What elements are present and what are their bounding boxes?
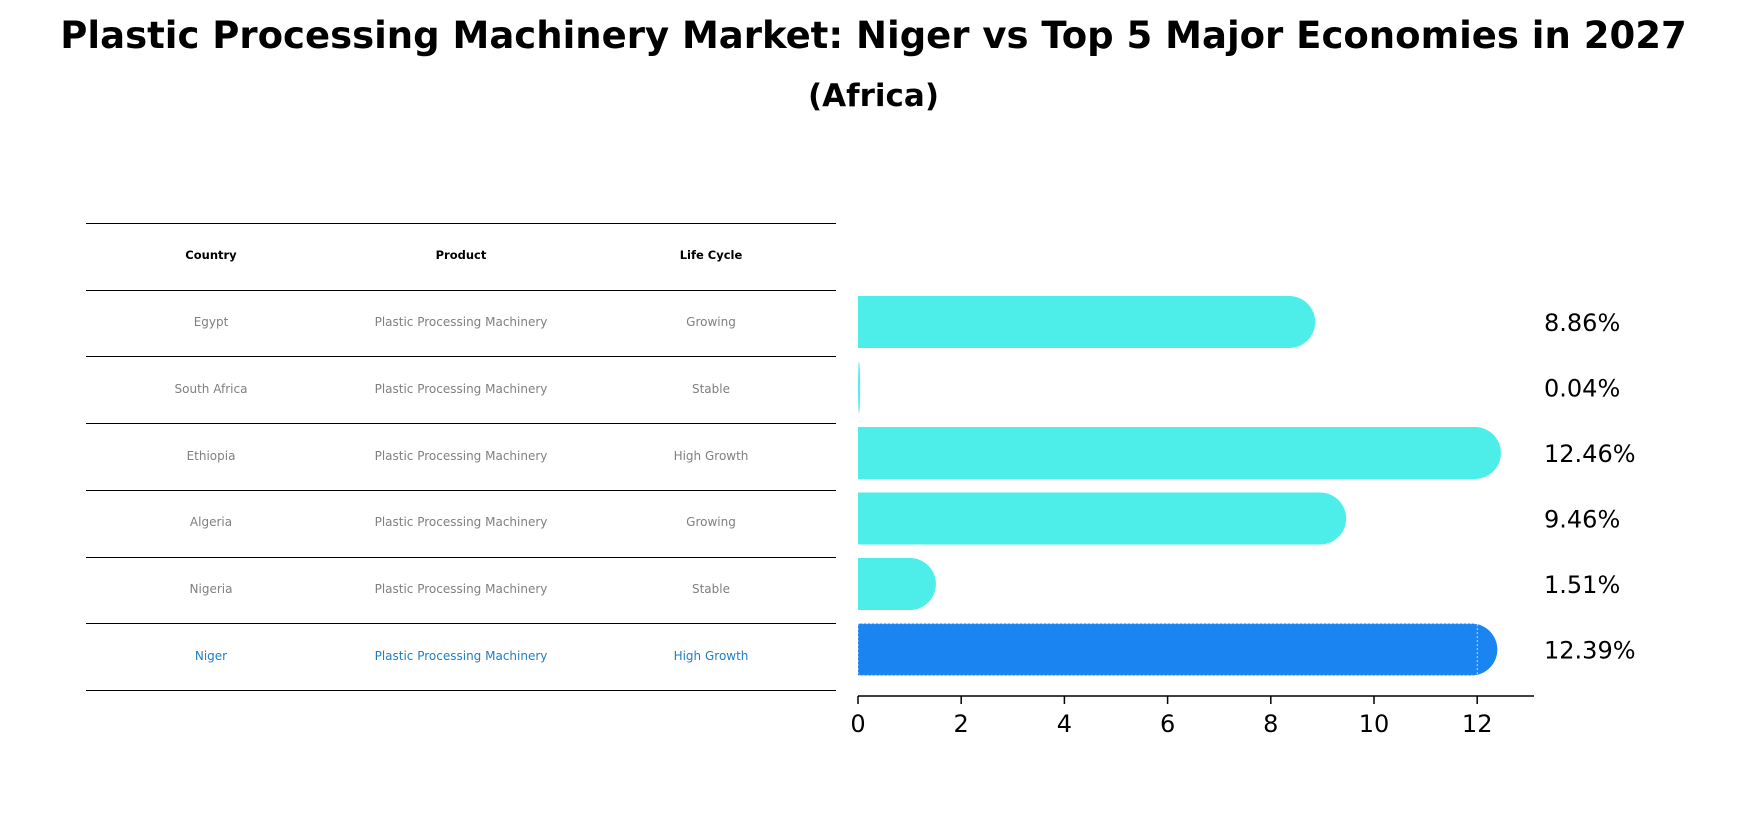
row-product: Plastic Processing Machinery <box>374 382 548 396</box>
row-product: Plastic Processing Machinery <box>374 515 548 529</box>
table-rule <box>86 356 836 357</box>
bar-body <box>858 623 1472 676</box>
chart-title: Plastic Processing Machinery Market: Nig… <box>60 14 1687 57</box>
bar-highlight-outline <box>857 622 1478 677</box>
value-label: 12.46% <box>1544 440 1636 468</box>
table-rule <box>86 490 836 491</box>
x-tick-label: 2 <box>954 710 969 738</box>
table-rule <box>86 223 836 224</box>
value-label: 1.51% <box>1544 571 1620 599</box>
table-rule <box>86 623 836 624</box>
row-product-highlight: Plastic Processing Machinery <box>374 649 548 663</box>
row-product: Plastic Processing Machinery <box>374 449 548 463</box>
row-country: South Africa <box>174 382 248 396</box>
row-life-cycle: Growing <box>686 315 736 329</box>
row-life-cycle-highlight: High Growth <box>673 649 749 663</box>
bar-south-africa <box>858 361 861 414</box>
header-life-cycle: Life Cycle <box>679 248 743 262</box>
row-product: Plastic Processing Machinery <box>374 315 548 329</box>
row-country: Ethiopia <box>186 449 236 463</box>
row-country: Algeria <box>189 515 233 529</box>
row-life-cycle: Growing <box>686 515 736 529</box>
value-label: 8.86% <box>1544 309 1620 337</box>
x-tick-label: 8 <box>1263 710 1278 738</box>
row-country: Egypt <box>193 315 229 329</box>
table-rule <box>86 557 836 558</box>
row-life-cycle: High Growth <box>673 449 749 463</box>
x-tick-label: 0 <box>850 710 865 738</box>
row-product: Plastic Processing Machinery <box>374 582 548 596</box>
bar-body <box>858 558 910 610</box>
header-country: Country <box>185 248 237 262</box>
table-rule <box>86 290 836 291</box>
table-rule <box>86 690 836 691</box>
value-label: 9.46% <box>1544 506 1620 534</box>
row-life-cycle: Stable <box>691 582 730 596</box>
x-tick-label: 12 <box>1462 710 1493 738</box>
row-country-highlight: Niger <box>194 649 228 663</box>
x-tick-label: 6 <box>1160 710 1175 738</box>
table-rule <box>86 423 836 424</box>
value-label: 12.39% <box>1544 637 1636 665</box>
chart-subtitle: (Africa) <box>807 78 940 114</box>
x-tick-label: 4 <box>1057 710 1072 738</box>
value-label: 0.04% <box>1544 375 1620 403</box>
bar-body <box>858 427 1475 479</box>
header-product: Product <box>435 248 487 262</box>
bar-body <box>858 296 1290 348</box>
row-country: Nigeria <box>189 582 233 596</box>
bar-body <box>858 492 1321 545</box>
x-tick-label: 10 <box>1359 710 1390 738</box>
row-life-cycle: Stable <box>691 382 730 396</box>
